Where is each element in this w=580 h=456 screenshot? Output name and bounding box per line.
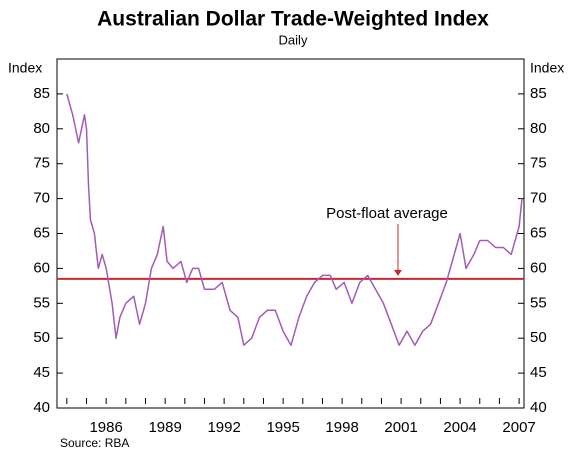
index-line xyxy=(66,93,523,346)
y2-tick-label: 50 xyxy=(530,329,547,346)
plot-frame xyxy=(56,58,525,409)
y2-tick-label: 85 xyxy=(530,85,547,102)
y-tick-label: 50 xyxy=(33,329,50,346)
x-tick-label: 2007 xyxy=(502,419,535,436)
y-tick-label: 80 xyxy=(33,120,50,137)
y2-axis-label: Index xyxy=(530,60,564,76)
y-tick-label: 65 xyxy=(33,224,50,241)
reference-label: Post-float average xyxy=(326,205,448,222)
x-tick-label: 2001 xyxy=(384,419,417,436)
y2-tick-label: 60 xyxy=(530,259,547,276)
y-tick-label: 75 xyxy=(33,155,50,172)
x-tick-label: 2004 xyxy=(443,419,476,436)
x-tick-label: 1989 xyxy=(148,419,181,436)
y-tick-label: 70 xyxy=(33,190,50,207)
x-tick-label: 1995 xyxy=(266,419,299,436)
y-tick-label: 45 xyxy=(33,364,50,381)
x-tick-label: 1986 xyxy=(89,419,122,436)
y2-tick-label: 70 xyxy=(530,190,547,207)
x-tick-label: 1992 xyxy=(207,419,240,436)
y-tick-label: 85 xyxy=(33,85,50,102)
y-axis-label: Index xyxy=(8,60,42,76)
x-tick-label: 1998 xyxy=(325,419,358,436)
y2-tick-label: 45 xyxy=(530,364,547,381)
y2-tick-label: 55 xyxy=(530,294,547,311)
chart-subtitle: Daily xyxy=(279,32,308,47)
reference-arrowhead xyxy=(394,269,402,276)
y-tick-label: 40 xyxy=(33,399,50,416)
y2-tick-label: 65 xyxy=(530,224,547,241)
y2-tick-label: 80 xyxy=(530,120,547,137)
y-tick-label: 55 xyxy=(33,294,50,311)
y2-tick-label: 40 xyxy=(530,399,547,416)
y2-tick-label: 75 xyxy=(530,155,547,172)
source-note: Source: RBA xyxy=(60,436,129,450)
y-tick-label: 60 xyxy=(33,259,50,276)
chart-title: Australian Dollar Trade-Weighted Index xyxy=(97,8,489,31)
